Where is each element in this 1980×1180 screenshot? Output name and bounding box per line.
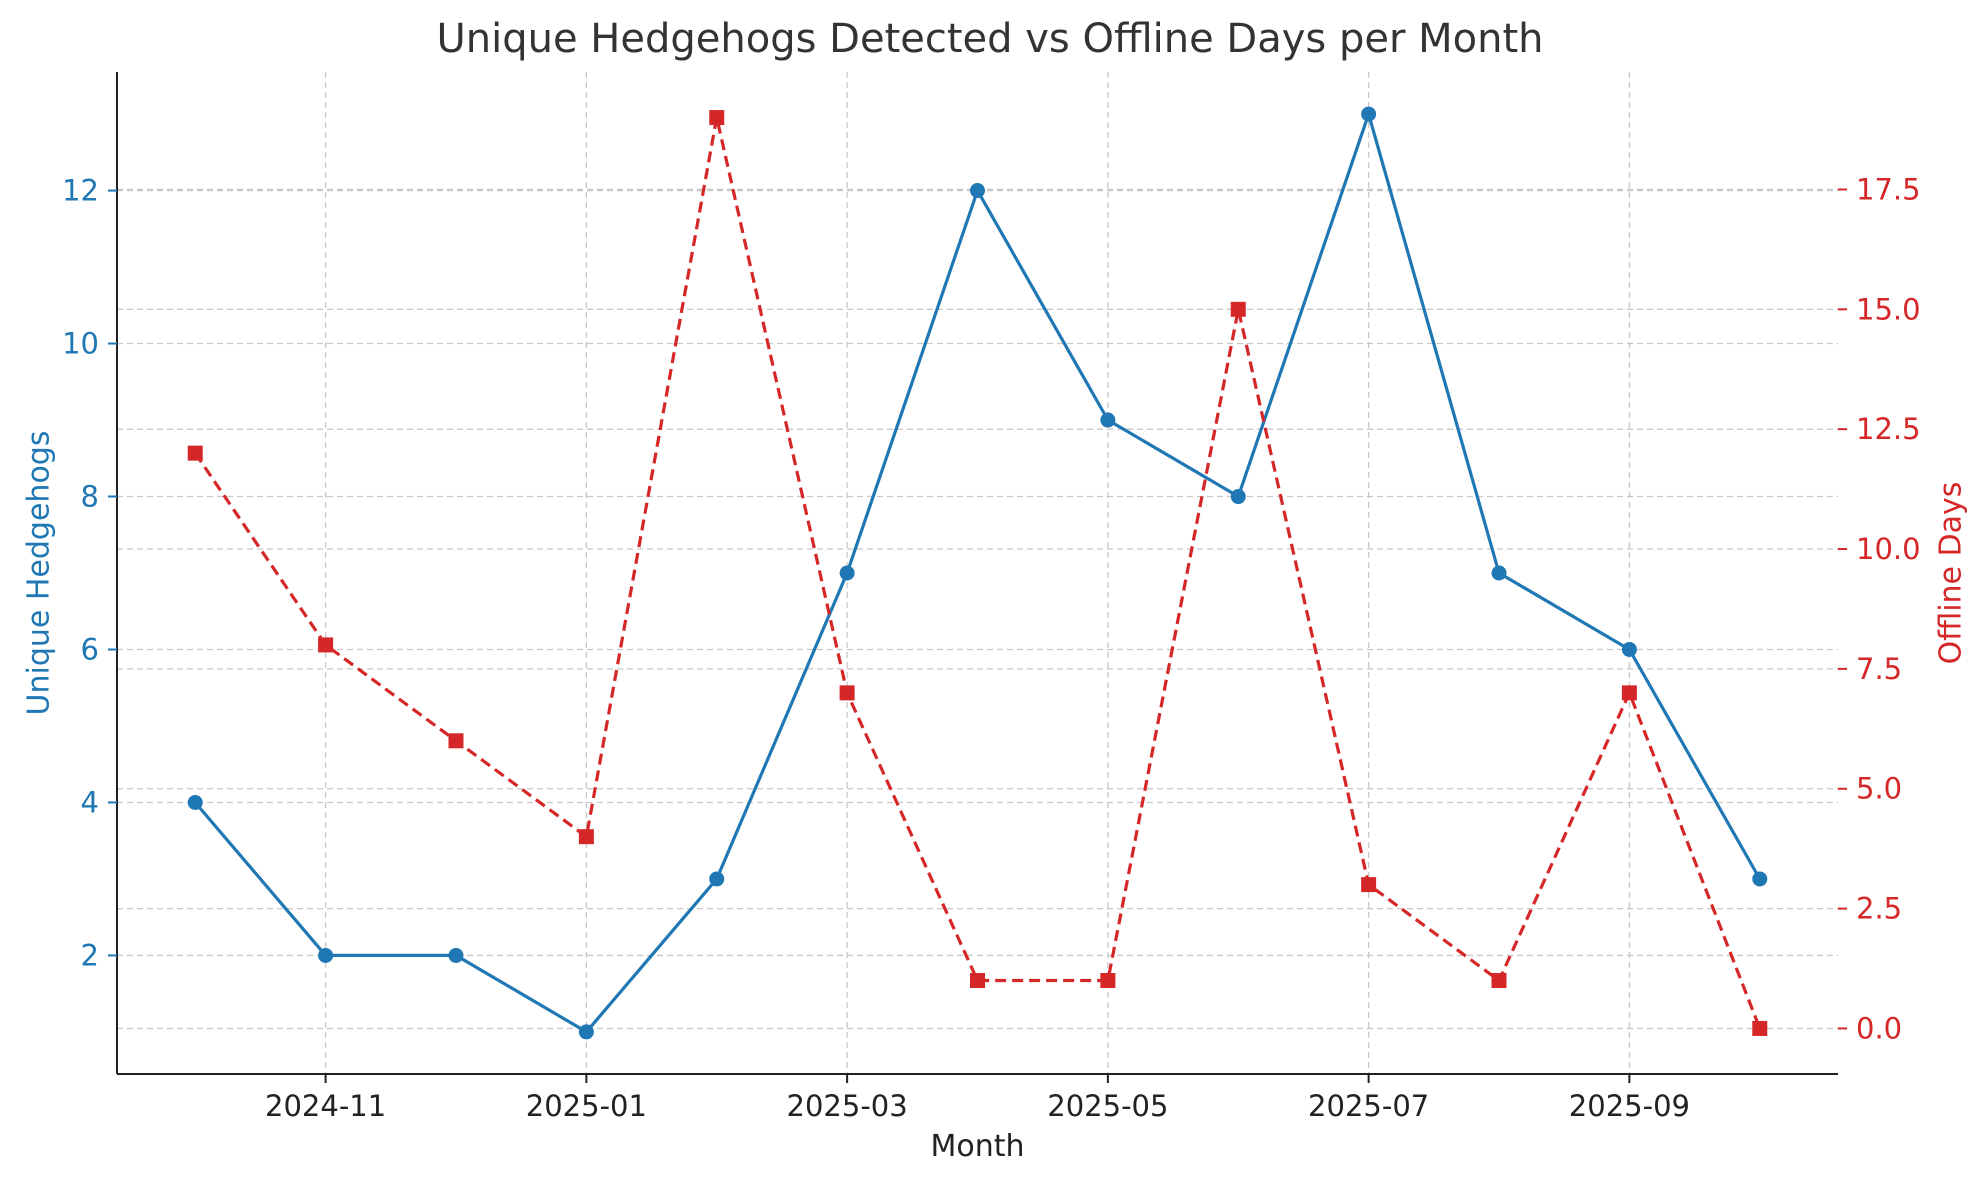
data-point-offline-days: [709, 110, 725, 126]
x-tick-label: 2024-11: [265, 1089, 386, 1123]
y-right-tick-label: 17.5: [1856, 172, 1921, 206]
data-point-offline-days: [839, 685, 855, 701]
y-left-tick-label: 4: [81, 785, 99, 819]
x-tick-label: 2025-09: [1569, 1089, 1690, 1123]
data-point-offline-days: [578, 829, 594, 845]
x-tick-label: 2025-05: [1047, 1089, 1168, 1123]
data-point-unique-hedgehogs: [839, 565, 855, 581]
y-right-tick-label: 10.0: [1856, 532, 1921, 566]
series-layer: [187, 106, 1768, 1040]
data-point-offline-days: [1752, 1020, 1768, 1036]
data-point-offline-days: [1230, 301, 1246, 317]
y-left-tick-label: 2: [81, 938, 99, 972]
x-axis-label: Month: [930, 1129, 1024, 1164]
data-point-unique-hedgehogs: [318, 947, 334, 963]
data-point-unique-hedgehogs: [448, 947, 464, 963]
data-point-offline-days: [1491, 973, 1507, 989]
data-point-offline-days: [970, 973, 985, 989]
y-left-tick-label: 6: [81, 632, 99, 666]
data-point-offline-days: [1100, 973, 1116, 989]
data-point-unique-hedgehogs: [578, 1024, 594, 1040]
y-right-tick-label: 7.5: [1856, 652, 1902, 686]
y-right-tick-label: 5.0: [1856, 772, 1902, 806]
y-right-tick-label: 2.5: [1856, 892, 1902, 926]
data-point-unique-hedgehogs: [1491, 565, 1507, 581]
data-point-offline-days: [1361, 877, 1377, 893]
y-right-tick-label: 15.0: [1856, 292, 1921, 326]
y-axis-right-label: Offline Days: [1934, 482, 1969, 665]
data-point-unique-hedgehogs: [187, 794, 203, 810]
x-tick-label: 2025-01: [526, 1089, 647, 1123]
data-point-unique-hedgehogs: [970, 183, 985, 199]
data-point-unique-hedgehogs: [709, 871, 725, 887]
data-point-offline-days: [448, 733, 464, 749]
y-left-tick-label: 8: [81, 480, 99, 514]
data-point-offline-days: [318, 637, 334, 653]
series-line-unique-hedgehogs: [193, 112, 1762, 1034]
x-tick-label: 2025-07: [1308, 1089, 1429, 1123]
grid: [117, 72, 1838, 1074]
y-axis-left-label: Unique Hedgehogs: [22, 431, 57, 716]
data-point-unique-hedgehogs: [1361, 106, 1377, 122]
chart-title: Unique Hedgehogs Detected vs Offline Day…: [437, 16, 1544, 62]
data-point-offline-days: [187, 445, 203, 461]
data-point-unique-hedgehogs: [1752, 871, 1768, 887]
y-right-tick-label: 12.5: [1856, 412, 1921, 446]
data-point-unique-hedgehogs: [1230, 489, 1246, 505]
y-right-tick-label: 0.0: [1856, 1011, 1902, 1045]
y-left-tick-label: 12: [62, 174, 99, 208]
data-point-unique-hedgehogs: [1100, 412, 1116, 428]
axes: 2024-11 2025-01 2025-03 2025-05 2025-07 2025-…: [62, 72, 1921, 1123]
data-point-unique-hedgehogs: [1621, 641, 1637, 657]
x-tick-label: 2025-03: [787, 1089, 908, 1123]
series-line-offline-days: [193, 115, 1762, 1030]
data-point-offline-days: [1621, 685, 1637, 701]
y-left-tick-label: 10: [62, 327, 99, 361]
